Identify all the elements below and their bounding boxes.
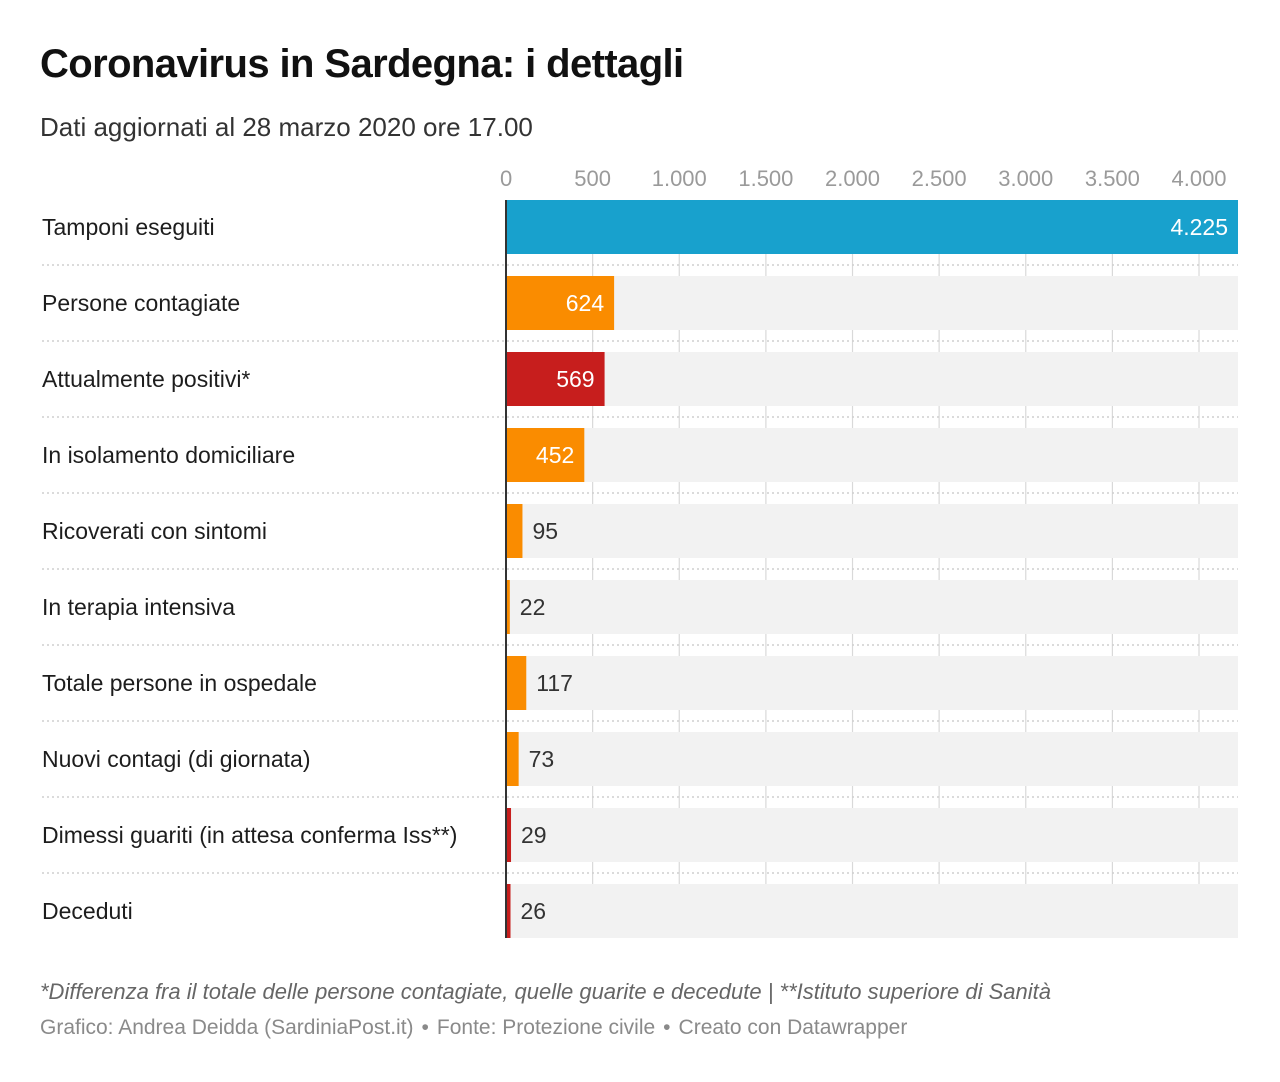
value-label: 73 xyxy=(529,746,555,772)
axis-tick-label: 500 xyxy=(574,166,611,191)
bar xyxy=(506,884,511,938)
background-bar xyxy=(506,580,1238,634)
credit-separator: • xyxy=(663,1016,671,1039)
category-label: Nuovi contagi (di giornata) xyxy=(42,746,310,772)
axis-tick-label: 2.500 xyxy=(912,166,967,191)
category-label: In terapia intensiva xyxy=(42,594,235,620)
value-label: 29 xyxy=(521,822,547,848)
axis-tick-label: 3.000 xyxy=(998,166,1053,191)
chart-credits: Grafico: Andrea Deidda (SardiniaPost.it)… xyxy=(40,1014,907,1042)
bar xyxy=(506,656,527,710)
data-bars xyxy=(506,200,1238,938)
axis-ticks: 0 500 1.000 1.500 2.000 2.500 3.000 3.500 4.000 xyxy=(500,166,1227,191)
category-label: Tamponi eseguiti xyxy=(42,214,215,240)
value-label: 26 xyxy=(521,898,547,924)
category-label: Attualmente positivi* xyxy=(42,366,250,392)
bar xyxy=(506,504,523,558)
bar xyxy=(506,276,615,330)
bar xyxy=(506,200,1238,254)
bar xyxy=(506,428,585,482)
credit-source: Fonte: Protezione civile xyxy=(436,1016,656,1039)
value-label: 22 xyxy=(520,594,546,620)
background-bar xyxy=(506,656,1238,710)
value-label: 624 xyxy=(566,290,605,316)
category-label: Deceduti xyxy=(42,898,133,924)
category-label: Totale persone in ospedale xyxy=(42,670,317,696)
chart-notes: *Differenza fra il totale delle persone … xyxy=(40,979,1052,1004)
value-labels: 4.225 624 569 452 95 22 117 73 29 26 xyxy=(520,214,1228,924)
axis-tick-label: 4.000 xyxy=(1171,166,1226,191)
axis-tick-label: 2.000 xyxy=(825,166,880,191)
credit-author: Grafico: Andrea Deidda (SardiniaPost.it) xyxy=(40,1016,414,1039)
background-bar xyxy=(506,808,1238,862)
axis-tick-label: 1.500 xyxy=(738,166,793,191)
value-label: 4.225 xyxy=(1170,214,1228,240)
background-bar xyxy=(506,504,1238,558)
axis-tick-label: 3.500 xyxy=(1085,166,1140,191)
background-bars xyxy=(506,200,1238,938)
bar xyxy=(506,808,512,862)
bar xyxy=(506,352,605,406)
category-labels: Tamponi eseguiti Persone contagiate Attual… xyxy=(42,214,457,924)
chart-title: Coronavirus in Sardegna: i dettagli xyxy=(40,42,684,86)
category-label: Persone contagiate xyxy=(42,290,240,316)
value-label: 569 xyxy=(556,366,594,392)
bar-chart: Tamponi eseguiti Persone contagiate Attual… xyxy=(42,166,1238,938)
axis-tick-label: 1.000 xyxy=(652,166,707,191)
value-label: 452 xyxy=(536,442,574,468)
credit-tool: Creato con Datawrapper xyxy=(678,1016,908,1039)
chart-subtitle: Dati aggiornati al 28 marzo 2020 ore 17.… xyxy=(40,112,533,142)
credit-separator: • xyxy=(421,1016,429,1039)
value-label: 95 xyxy=(532,518,558,544)
background-bar xyxy=(506,428,1238,482)
background-bar xyxy=(506,732,1238,786)
bar xyxy=(506,580,510,634)
category-label: Ricoverati con sintomi xyxy=(42,518,267,544)
category-label: Dimessi guariti (in attesa conferma Iss*… xyxy=(42,822,457,848)
background-bar xyxy=(506,352,1238,406)
category-label: In isolamento domiciliare xyxy=(42,442,295,468)
bar xyxy=(506,732,519,786)
row-separators xyxy=(42,264,1238,874)
background-bar xyxy=(506,276,1238,330)
value-label: 117 xyxy=(536,670,573,696)
axis-tick-label: 0 xyxy=(500,166,512,191)
background-bar xyxy=(506,884,1238,938)
